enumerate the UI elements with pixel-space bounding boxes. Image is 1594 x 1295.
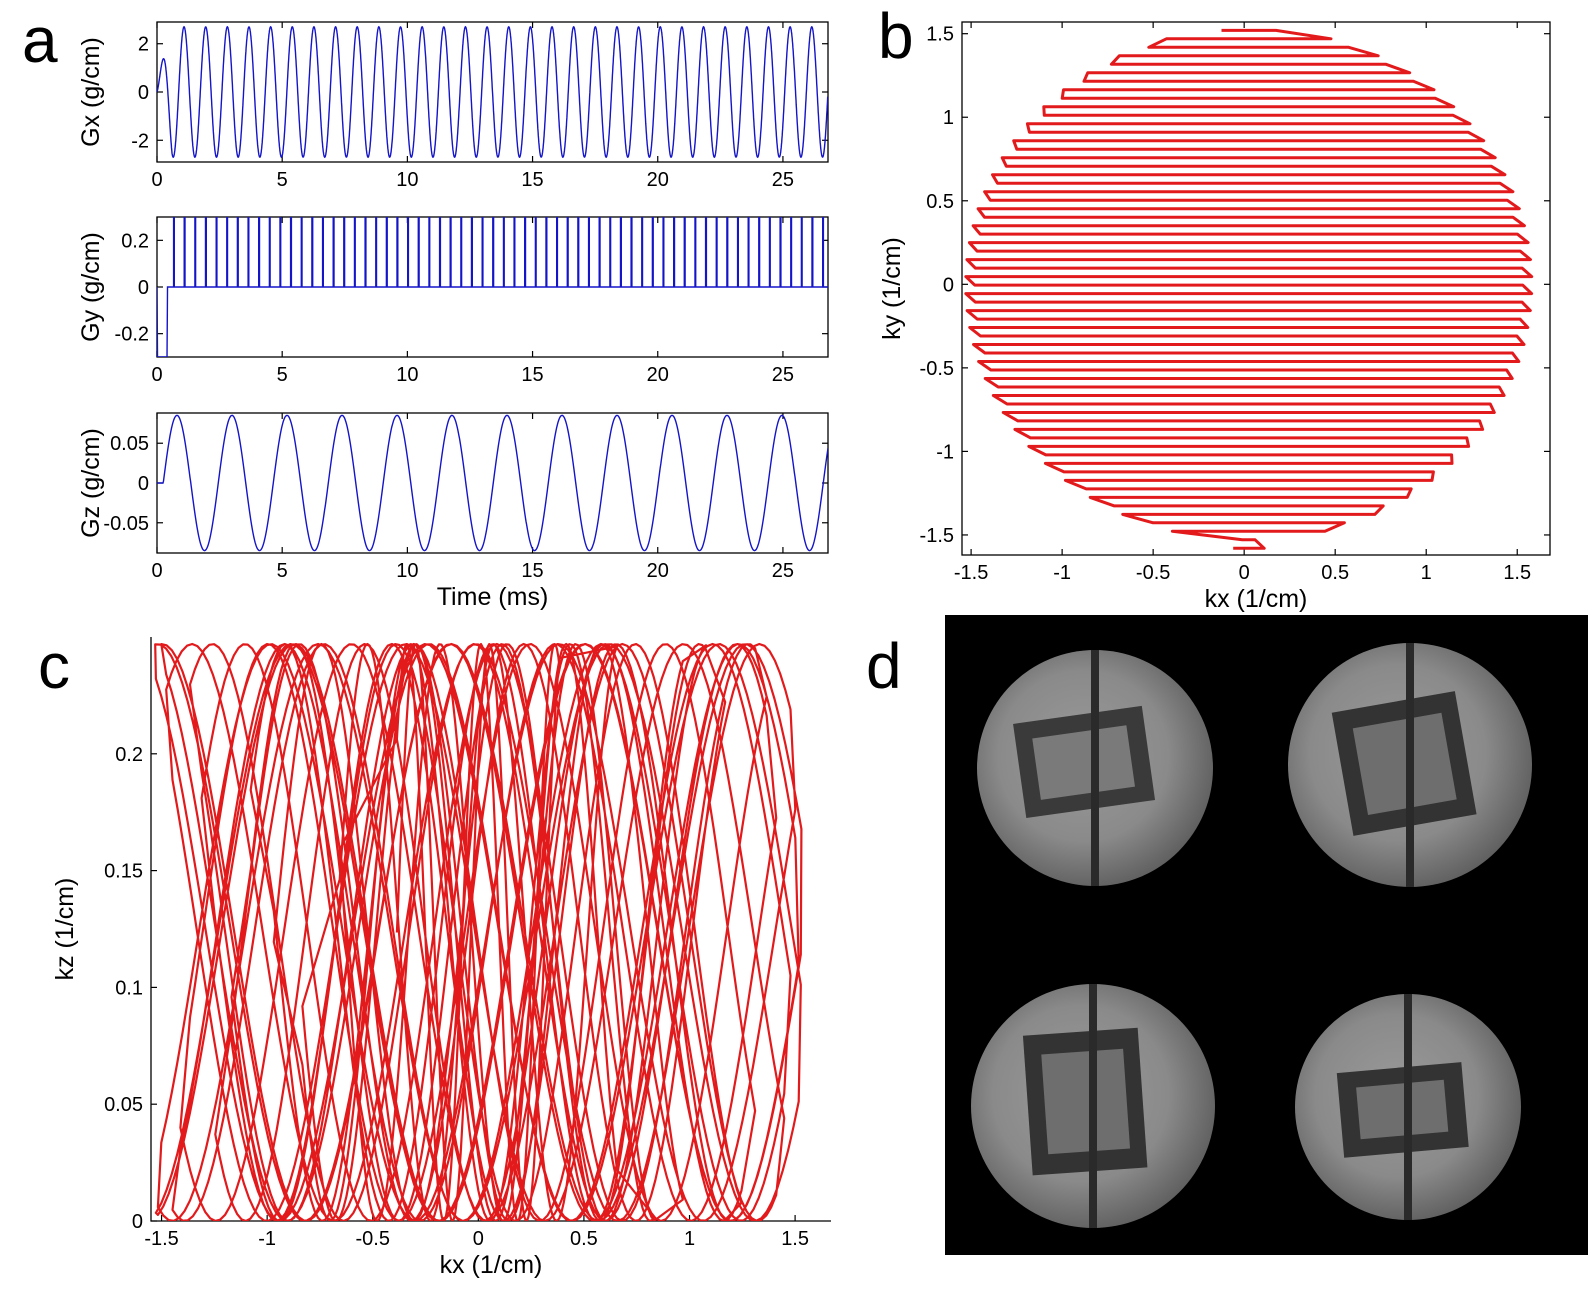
b-ytick-label: 1.5 [926,24,954,46]
a-gy-ytick-label: 0.2 [121,230,149,252]
c-ytick-label: 0.2 [115,744,143,766]
b-xtick-label: 1.5 [1503,562,1531,584]
a-gy-ylabel: Gy (g/cm) [77,232,105,342]
gz-gradient-plot: 0 5 10 15 20 25 -0.05 0 0.05 Time (ms) Gz (g/cm) [77,412,829,611]
reconstructed-images-panel [945,615,1588,1255]
b-ylabel: ky (1/cm) [878,237,906,340]
panel-letter-c: c [38,630,70,702]
c-xtick-label: 0 [473,1228,484,1250]
a-gz-ytick-label: 0.05 [110,433,149,455]
c-xlabel: kx (1/cm) [440,1251,543,1279]
phantom-image-top-left [977,650,1213,886]
b-frame [961,21,1551,556]
c-xtick-label: 0.5 [570,1228,598,1250]
c-ytick-label: 0 [132,1211,143,1233]
c-xtick-label: -1 [258,1228,276,1250]
a-gy-xtick-label: 10 [396,364,418,386]
a-gz-ytick-label: 0 [138,473,149,495]
b-ytick-label: 0 [943,274,954,296]
a-gy-ytick-label: 0 [138,277,149,299]
b-xtick-label: 0.5 [1321,562,1349,584]
kx-ky-trajectory-plot: -1.5 -1 -0.5 0 0.5 1 1.5 -1.5 -1 -0.5 0 0.5 1 1.5 kx (… [878,21,1551,613]
a-gz-xlabel: Time (ms) [437,583,549,611]
a-gx-xtick-label: 20 [647,169,669,191]
a-gy-xtick-label: 25 [772,364,794,386]
b-xtick-label: 1 [1421,562,1432,584]
phantom-image-bottom-right [1295,994,1521,1220]
a-gz-ylabel: Gz (g/cm) [77,428,105,538]
a-gx-ytick-label: 2 [138,34,149,56]
c-ylabel: kz (1/cm) [51,878,79,981]
a-gz-ytick-label: -0.05 [103,513,149,535]
gy-series-line [157,217,828,357]
c-ytick-label: 0.15 [104,861,143,883]
a-gx-xtick-label: 5 [277,169,288,191]
b-xtick-label: -0.5 [1136,562,1170,584]
b-ytick-label: 0.5 [926,191,954,213]
a-gz-xtick-label: 10 [396,560,418,582]
a-gz-xtick-label: 20 [647,560,669,582]
b-ytick-label: -1 [936,441,954,463]
a-gz-frame [156,412,829,554]
a-gy-xtick-label: 0 [151,364,162,386]
c-xtick-label: -0.5 [356,1228,390,1250]
panel-letter-a: a [22,4,58,76]
b-xtick-label: -1 [1053,562,1071,584]
b-ytick-label: -0.5 [920,358,954,380]
phantom-image-bottom-left [971,984,1215,1228]
a-gx-ylabel: Gx (g/cm) [77,37,105,147]
gx-series-line [157,25,828,159]
c-xtick-label: 1.5 [781,1228,809,1250]
kxkz-trajectory-line [154,642,803,1221]
a-gy-xtick-label: 5 [277,364,288,386]
a-gx-xtick-label: 25 [772,169,794,191]
c-xtick-label: 1 [684,1228,695,1250]
c-ytick-label: 0.1 [115,977,143,999]
a-gz-xtick-label: 15 [521,560,543,582]
b-ytick-label: 1 [943,107,954,129]
panel-letter-b: b [878,0,914,72]
a-gz-xtick-label: 25 [772,560,794,582]
b-xlabel: kx (1/cm) [1205,585,1308,613]
a-gy-ytick-label: -0.2 [115,324,149,346]
gz-series-line [157,414,828,552]
a-gx-xtick-label: 15 [521,169,543,191]
a-gx-ytick-label: 0 [138,82,149,104]
c-xtick-label: -1.5 [144,1228,178,1250]
c-ytick-label: 0.05 [104,1094,143,1116]
a-gx-ytick-label: -2 [131,130,149,152]
kx-kz-trajectory-plot: -1.5 -1 -0.5 0 0.5 1 1.5 0 0.05 0.1 0.15 0.2 kx (1/c… [51,637,831,1279]
b-ytick-label: -1.5 [920,525,954,547]
a-gz-xtick-label: 5 [277,560,288,582]
phantom-image-top-right [1288,643,1532,887]
panel-letter-d: d [866,630,902,702]
a-gy-xtick-label: 20 [647,364,669,386]
b-xtick-label: 0 [1239,562,1250,584]
kxky-trajectory-line [964,28,1534,550]
a-gy-xtick-label: 15 [521,364,543,386]
a-gx-xtick-label: 0 [151,169,162,191]
b-xtick-label: -1.5 [954,562,988,584]
a-gx-xtick-label: 10 [396,169,418,191]
gy-gradient-plot: 0 5 10 15 20 25-0.200.2Gy (g/cm) [77,216,829,386]
a-gz-xtick-label: 0 [151,560,162,582]
